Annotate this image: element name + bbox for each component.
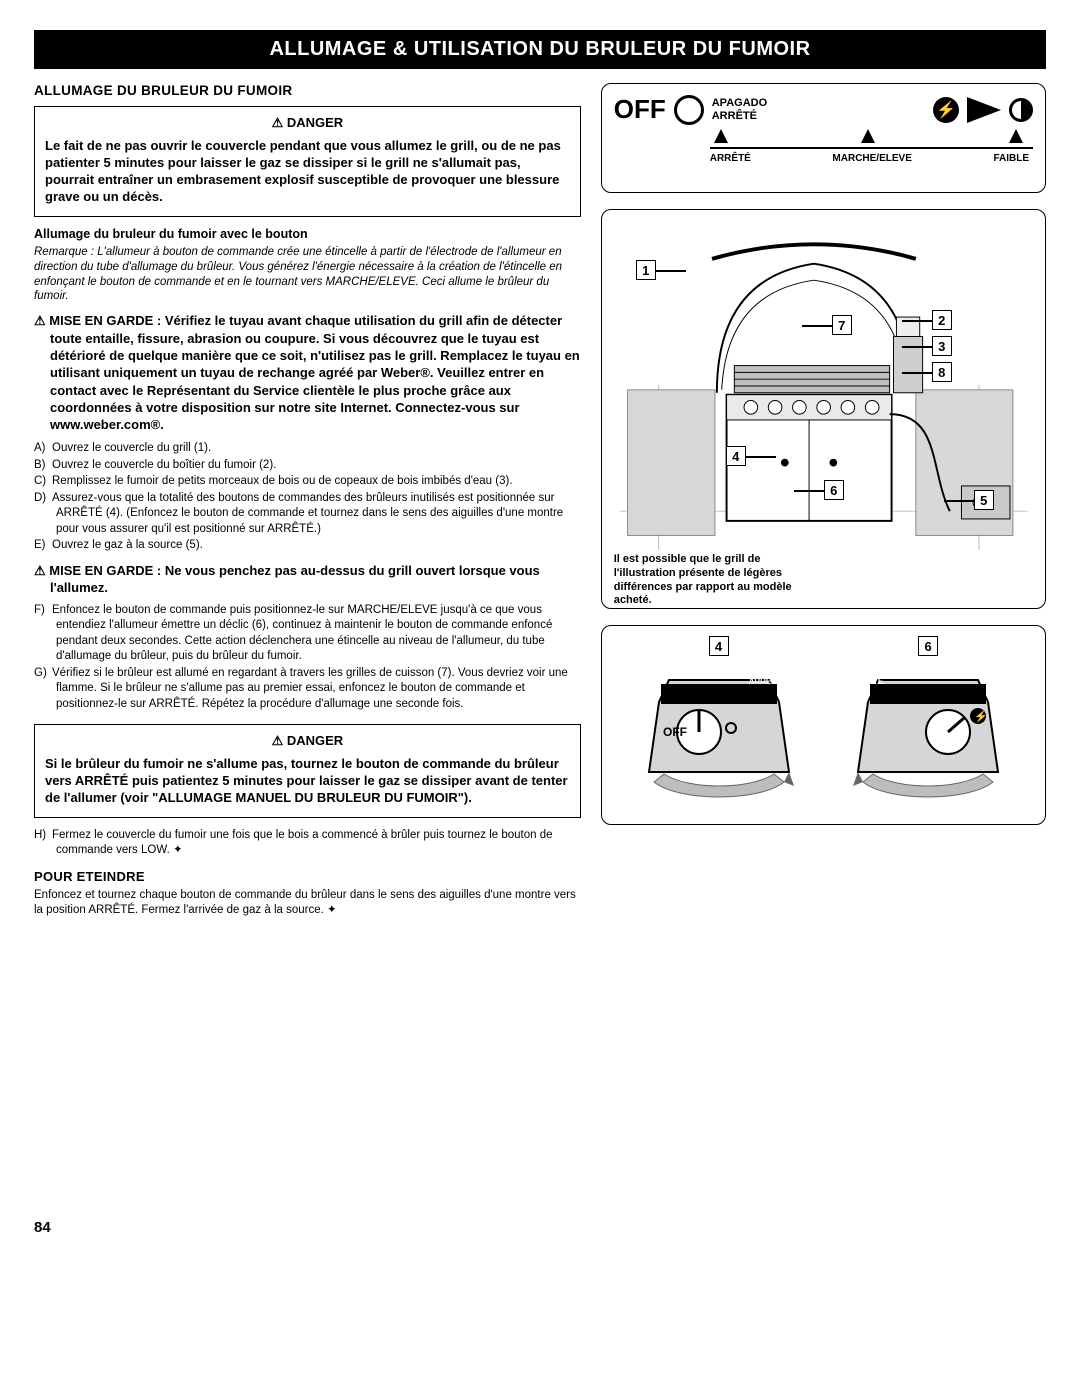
bolt-icon: ⚡ xyxy=(933,97,959,123)
triangle-icon xyxy=(967,97,1001,123)
off-label: OFF xyxy=(614,94,666,125)
callout-1: 1 xyxy=(636,260,656,280)
arrow-up-icon xyxy=(1009,129,1023,143)
callout-4: 4 xyxy=(709,636,729,656)
step-g: G)Vérifiez si le brûleur est allumé en r… xyxy=(34,666,581,713)
svg-text:⚡: ⚡ xyxy=(974,710,988,723)
half-circle-icon xyxy=(1009,98,1033,122)
step-b: B)Ouvrez le couvercle du boîtier du fumo… xyxy=(34,458,581,474)
grill-note: Il est possible que le grill de l'illust… xyxy=(614,553,804,608)
arrow-up-icon xyxy=(861,129,875,143)
legend-faible: FAIBLE xyxy=(993,153,1029,164)
italic-note: Remarque : L'allumeur à bouton de comman… xyxy=(34,245,581,305)
two-column-layout: ALLUMAGE DU BRULEUR DU FUMOIR ⚠ DANGER L… xyxy=(34,83,1046,1236)
steps-list-3: H)Fermez le couvercle du fumoir une fois… xyxy=(34,828,581,859)
warning-paragraph-1: ⚠ MISE EN GARDE : Vérifiez le tuyau avan… xyxy=(34,312,581,433)
callout-5: 5 xyxy=(974,490,994,510)
knob-detail-panel: 4 OFF APAGADOARRÊTÉ xyxy=(601,625,1046,825)
legend-arrete: ARRÊTÉ xyxy=(710,153,751,164)
callout-2: 2 xyxy=(932,310,952,330)
step-a: A)Ouvrez le couvercle du grill (1). xyxy=(34,441,581,457)
page-title-bar: ALLUMAGE & UTILISATION DU BRULEUR DU FUM… xyxy=(34,30,1046,69)
danger-1-title: ⚠ DANGER xyxy=(45,115,570,131)
sub-heading: Allumage du bruleur du fumoir avec le bo… xyxy=(34,227,581,241)
warning-paragraph-2: ⚠ MISE EN GARDE : Ne vous penchez pas au… xyxy=(34,562,581,597)
right-column: OFF APAGADO ARRÊTÉ ⚡ ARRÊTÉ MARCHE/ELEVE xyxy=(601,83,1046,1236)
arrow-up-icon xyxy=(714,129,728,143)
callouts-layer: 1 2 3 4 5 6 7 8 xyxy=(614,220,1033,550)
danger-2-body: Si le brûleur du fumoir ne s'allume pas,… xyxy=(45,755,570,806)
grill-illustration-panel: 1 2 3 4 5 6 7 8 Il est possible que le grill de… xyxy=(601,209,1046,609)
steps-list-1: A)Ouvrez le couvercle du grill (1). B)Ou… xyxy=(34,441,581,554)
section-heading: ALLUMAGE DU BRULEUR DU FUMOIR xyxy=(34,83,581,98)
step-f: F)Enfoncez le bouton de commande puis po… xyxy=(34,603,581,665)
step-c: C)Remplissez le fumoir de petits morceau… xyxy=(34,474,581,490)
off-legend-panel: OFF APAGADO ARRÊTÉ ⚡ ARRÊTÉ MARCHE/ELEVE xyxy=(601,83,1046,193)
extinguish-heading: POUR ETEINDRE xyxy=(34,869,581,884)
callout-6: 6 xyxy=(918,636,938,656)
svg-text:OFF: OFF xyxy=(663,725,687,739)
step-e: E)Ouvrez le gaz à la source (5). xyxy=(34,538,581,554)
steps-list-2: F)Enfoncez le bouton de commande puis po… xyxy=(34,603,581,713)
step-d: D)Assurez-vous que la totalité des bouto… xyxy=(34,491,581,538)
page-number: 84 xyxy=(34,1219,581,1236)
knob-circle-icon xyxy=(674,95,704,125)
callout-6: 6 xyxy=(824,480,844,500)
knob-block-4: 4 OFF APAGADOARRÊTÉ xyxy=(624,636,813,815)
apagado-arrete-labels: APAGADO ARRÊTÉ xyxy=(712,97,767,121)
callout-3: 3 xyxy=(932,336,952,356)
danger-box-1: ⚠ DANGER Le fait de ne pas ouvrir le cou… xyxy=(34,106,581,217)
callout-4: 4 xyxy=(726,446,746,466)
extinguish-body: Enfoncez et tournez chaque bouton de com… xyxy=(34,888,581,919)
danger-1-body: Le fait de ne pas ouvrir le couvercle pe… xyxy=(45,137,570,206)
legend-marche: MARCHE/ELEVE xyxy=(832,153,911,164)
danger-box-2: ⚠ DANGER Si le brûleur du fumoir ne s'al… xyxy=(34,724,581,817)
step-h: H)Fermez le couvercle du fumoir une fois… xyxy=(34,828,581,859)
callout-7: 7 xyxy=(832,315,852,335)
knob-block-6: 6 ⚡ AGADORÊTÉ xyxy=(834,636,1023,815)
left-column: ALLUMAGE DU BRULEUR DU FUMOIR ⚠ DANGER L… xyxy=(34,83,581,1236)
callout-8: 8 xyxy=(932,362,952,382)
danger-2-title: ⚠ DANGER xyxy=(45,733,570,749)
